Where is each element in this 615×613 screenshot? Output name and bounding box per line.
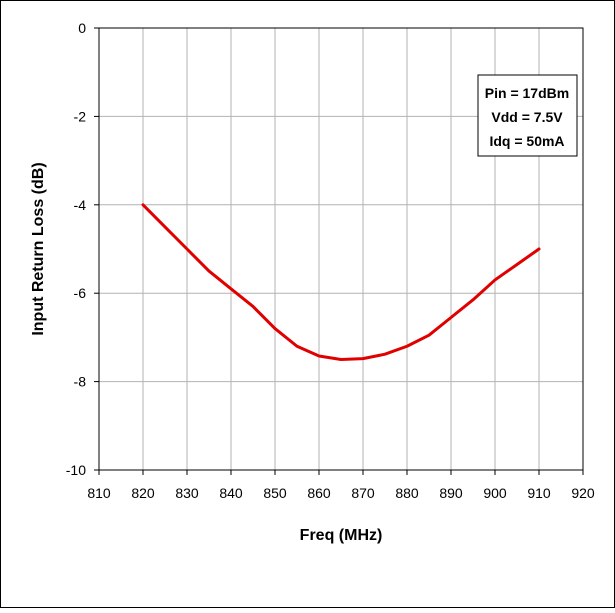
series-line-0 [141,203,541,361]
x-tick-label: 850 [263,485,287,501]
plot-frame [98,27,584,471]
y-tick-label: 0 [78,20,86,36]
x-tick-label: 830 [175,485,199,501]
x-tick-label: 810 [87,485,111,501]
y-tick-label: -10 [66,462,86,478]
annotation-border [477,74,578,157]
x-tick-label: 870 [351,485,375,501]
x-tick-label: 840 [219,485,243,501]
y-tick-label: -6 [74,285,87,301]
annotation-box: Pin = 17dBm Vdd = 7.5V Idq = 50mA [477,74,578,157]
annotation-line-idq: Idq = 50mA [489,133,564,149]
x-tick-label: 880 [395,485,419,501]
annotation-line-vdd: Vdd = 7.5V [491,109,563,125]
x-tick-label: 890 [439,485,463,501]
x-tick-label: 910 [527,485,551,501]
x-axis-label: Freq (MHz) [300,527,383,544]
series-layer [141,203,541,361]
y-tick-label: -2 [74,108,87,124]
y-axis-label: Input Return Loss (dB) [30,162,47,335]
y-tick-label: -8 [74,374,87,390]
y-tick-label: -4 [74,197,87,213]
tick-labels: 810 820 830 840 850 860 870 880 890 900 910 920 0 -2 -… [66,20,595,501]
axes [94,27,584,475]
x-tick-label: 900 [483,485,507,501]
x-tick-label: 920 [571,485,595,501]
x-tick-label: 820 [131,485,155,501]
x-tick-label: 860 [307,485,331,501]
annotation-line-pin: Pin = 17dBm [485,85,569,101]
